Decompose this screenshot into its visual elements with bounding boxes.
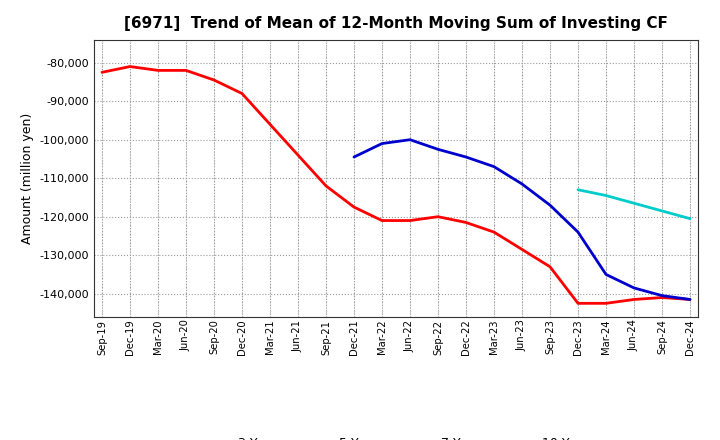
Y-axis label: Amount (million yen): Amount (million yen) xyxy=(21,113,34,244)
Title: [6971]  Trend of Mean of 12-Month Moving Sum of Investing CF: [6971] Trend of Mean of 12-Month Moving … xyxy=(124,16,668,32)
Legend: 3 Years, 5 Years, 7 Years, 10 Years: 3 Years, 5 Years, 7 Years, 10 Years xyxy=(192,432,600,440)
